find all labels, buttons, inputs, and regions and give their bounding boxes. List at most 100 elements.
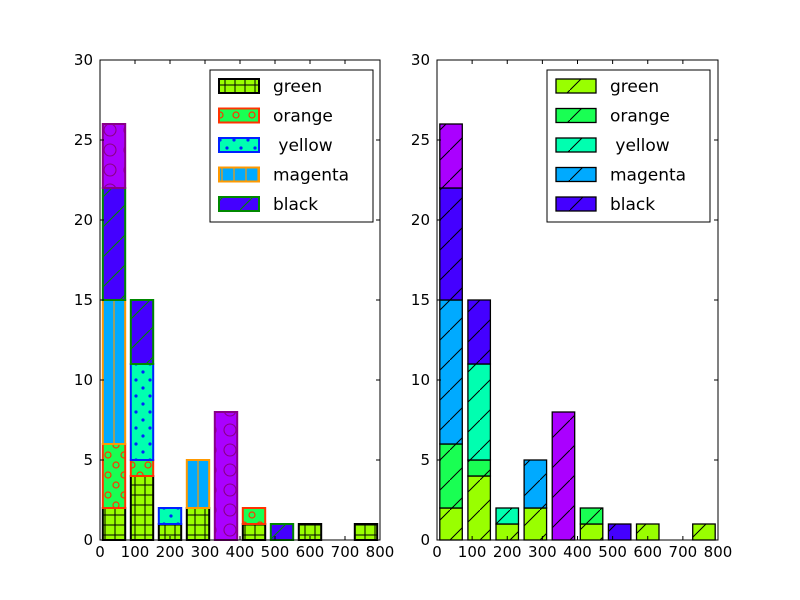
x-tick-label: 100: [458, 543, 487, 561]
bar-segment: [467, 363, 492, 461]
x-tick-label: 200: [493, 543, 522, 561]
bar-segment: [523, 507, 548, 541]
y-tick-label: 15: [411, 291, 430, 309]
y-tick-label: 10: [411, 371, 430, 389]
legend-item: magenta: [218, 166, 349, 186]
bar-segment: [579, 507, 604, 525]
legend-label: black: [610, 195, 655, 215]
legend: green orange yellow magenta black: [209, 69, 374, 223]
legend-swatch: [218, 78, 260, 94]
bar-segment: [692, 523, 716, 541]
y-tick-label: 25: [411, 131, 430, 149]
x-tick-label: 100: [121, 543, 150, 561]
bar-segment: [439, 123, 463, 189]
legend-item: orange: [218, 107, 333, 127]
bars: [101, 123, 379, 541]
legend-swatch: [555, 78, 597, 94]
x-tick-label: 800: [366, 543, 395, 561]
legend-label: magenta: [610, 166, 686, 186]
legend-label: magenta: [273, 166, 349, 186]
legend-label: green: [610, 77, 659, 97]
bar-segment: [439, 187, 463, 301]
x-tick-label: 0: [432, 543, 442, 561]
x-tick-label: 400: [226, 543, 255, 561]
x-tick-label: 300: [528, 543, 557, 561]
legend-swatch: [218, 137, 260, 153]
bar-segment: [213, 411, 239, 541]
legend-label: yellow: [273, 136, 333, 156]
bar-segment: [439, 507, 463, 541]
legend-swatch: [555, 107, 597, 124]
legend-item: black: [555, 195, 655, 215]
legend-item: green: [555, 77, 659, 97]
legend-swatch: [555, 137, 597, 153]
legend-item: black: [218, 195, 318, 215]
y-tick-label: 0: [420, 531, 430, 549]
bar-segment: [269, 523, 295, 541]
bar-segment: [467, 299, 492, 365]
bar-segment: [439, 299, 463, 445]
left-chart: 0 100 200 300 400 500 600 700 800 0 5 10 15 20 25 30 gre…: [74, 51, 394, 561]
x-axis: 0 100 200 300 400 500 600 700 800: [95, 60, 394, 561]
x-tick-label: 700: [331, 543, 360, 561]
x-tick-label: 700: [669, 543, 698, 561]
legend-item: green: [218, 77, 322, 97]
legend: green orange yellow magenta black: [546, 69, 711, 223]
y-tick-label: 20: [74, 211, 93, 229]
legend-swatch: [555, 196, 597, 212]
bar-segment: [129, 363, 155, 461]
y-axis: 0 5 10 15 20 25 30: [411, 51, 718, 549]
bar-segment: [353, 523, 379, 541]
y-tick-label: 20: [411, 211, 430, 229]
bar-segment: [523, 459, 548, 509]
bar-segment: [101, 443, 127, 509]
legend-swatch: [218, 107, 260, 124]
legend-label: yellow: [610, 136, 670, 156]
bar-segment: [467, 475, 492, 541]
bar-segment: [579, 523, 604, 541]
legend-item: yellow: [218, 136, 333, 156]
x-tick-label: 300: [191, 543, 220, 561]
legend-item: yellow: [555, 136, 670, 156]
x-tick-label: 500: [598, 543, 627, 561]
legend-label: green: [273, 77, 322, 97]
x-tick-label: 0: [95, 543, 105, 561]
bar-segment: [101, 507, 127, 541]
legend-item: magenta: [555, 166, 686, 186]
legend-label: black: [273, 195, 318, 215]
legend-label: orange: [273, 107, 333, 127]
right-chart: 0 100 200 300 400 500 600 700 800 0 5 10 15 20 25 30 gre…: [411, 51, 732, 561]
y-tick-label: 5: [420, 451, 430, 469]
legend-item: orange: [555, 107, 670, 127]
bar-segment: [129, 459, 155, 477]
bar-segment: [185, 507, 211, 541]
y-tick-label: 0: [83, 531, 93, 549]
y-tick-label: 10: [74, 371, 93, 389]
bar-segment: [241, 507, 267, 525]
legend-swatch: [218, 166, 260, 183]
bar-segment: [101, 299, 127, 445]
bar-segment: [241, 523, 267, 541]
y-tick-label: 15: [74, 291, 93, 309]
bar-segment: [439, 443, 463, 509]
bars: [439, 123, 716, 541]
y-tick-label: 30: [411, 51, 430, 69]
x-tick-label: 600: [296, 543, 325, 561]
legend-swatch: [555, 166, 597, 183]
x-tick-label: 600: [633, 543, 662, 561]
bar-segment: [551, 411, 576, 541]
x-axis: 0 100 200 300 400 500 600 700 800: [432, 60, 732, 561]
bar-segment: [467, 459, 492, 477]
bar-segment: [157, 507, 183, 525]
bar-segment: [101, 123, 127, 189]
bar-segment: [129, 299, 155, 365]
legend-label: orange: [610, 107, 670, 127]
x-tick-label: 800: [704, 543, 733, 561]
y-axis: 0 5 10 15 20 25 30: [74, 51, 380, 549]
bar-segment: [185, 459, 211, 509]
x-tick-label: 500: [261, 543, 290, 561]
y-tick-label: 25: [74, 131, 93, 149]
x-tick-label: 200: [156, 543, 185, 561]
x-tick-label: 400: [563, 543, 592, 561]
